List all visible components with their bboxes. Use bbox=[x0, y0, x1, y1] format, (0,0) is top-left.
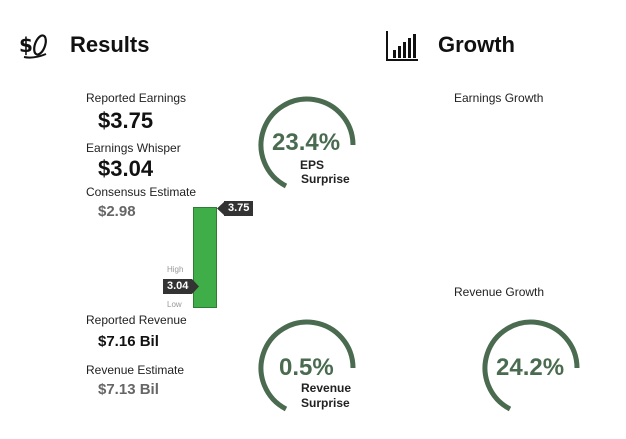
reported-revenue-value: $7.16 Bil bbox=[98, 333, 159, 350]
revenue-surprise-value: 0.5% bbox=[279, 354, 334, 381]
revenue-surprise-ring bbox=[258, 319, 356, 412]
revenue-growth-label: Revenue Growth bbox=[454, 285, 545, 299]
revenue-estimate-label: Revenue Estimate bbox=[86, 363, 185, 377]
eps-surprise-line1: EPS bbox=[300, 158, 325, 172]
revenue-surprise-line1: Revenue bbox=[301, 381, 352, 395]
earnings-surprise-bar bbox=[193, 207, 217, 308]
bar-chart-icon bbox=[385, 30, 419, 62]
eps-surprise-value: 23.4% bbox=[272, 129, 341, 156]
whisper-tag-arrow bbox=[192, 279, 199, 294]
reported-revenue-label: Reported Revenue bbox=[86, 313, 187, 327]
reported-earnings-label: Reported Earnings bbox=[86, 91, 187, 105]
revenue-estimate-value: $7.13 Bil bbox=[98, 381, 159, 398]
revenue-growth-ring bbox=[482, 319, 580, 412]
actual-eps-tag: 3.75 bbox=[224, 201, 254, 216]
earnings-whisper-value: $3.04 bbox=[98, 156, 154, 181]
revenue-surprise-line2: Surprise bbox=[301, 396, 350, 410]
revenue-growth-value: 24.2% bbox=[496, 354, 565, 381]
earnings-whisper-label: Earnings Whisper bbox=[86, 141, 181, 155]
bar-low-label: Low bbox=[167, 300, 182, 309]
svg-text:$: $ bbox=[19, 33, 33, 57]
eps-surprise-line2: Surprise bbox=[301, 172, 350, 186]
bar-high-label: High bbox=[167, 265, 184, 274]
eps-surprise-ring bbox=[258, 96, 356, 189]
consensus-estimate-label: Consensus Estimate bbox=[86, 185, 197, 199]
reported-earnings-value: $3.75 bbox=[98, 108, 154, 133]
growth-title: Growth bbox=[438, 32, 515, 57]
results-title: Results bbox=[70, 32, 150, 57]
whisper-eps-tag: 3.04 bbox=[163, 279, 193, 294]
consensus-estimate-value: $2.98 bbox=[98, 203, 136, 220]
money-icon: $ bbox=[18, 30, 50, 60]
actual-tag-arrow bbox=[217, 201, 225, 216]
earnings-growth-label: Earnings Growth bbox=[454, 91, 544, 105]
